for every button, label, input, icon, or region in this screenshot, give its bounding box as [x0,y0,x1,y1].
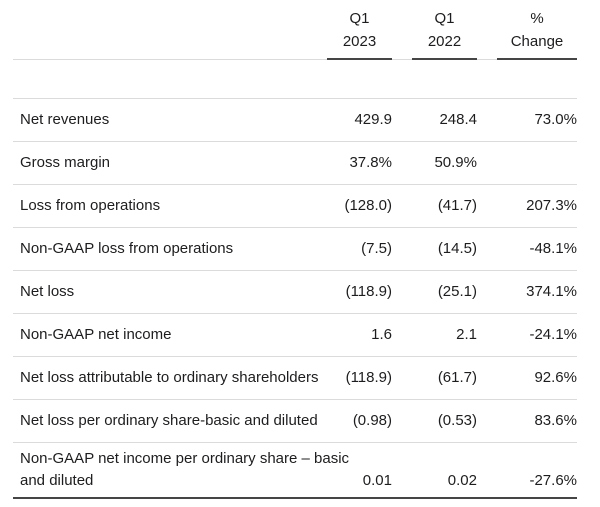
cell-q1-2023: (118.9) [345,283,392,300]
column-header-pct-change: % Change [497,0,577,60]
table-row-non-gaap-net-income-per-share: Non-GAAP net income per ordinary share –… [13,443,577,499]
cell-pct-change: -24.1% [529,326,577,343]
cell-q1-2023: 1.6 [371,326,392,343]
cell-q1-2022: 50.9% [434,154,477,171]
cell-q1-2022: (14.5) [437,240,477,257]
table-row-gross-margin: Gross margin 37.8% 50.9% [13,142,577,185]
cell-pct-change: -27.6% [529,472,577,489]
column-header-line1: Q1 [434,10,455,27]
cell-q1-2023: 0.01 [362,472,392,489]
column-header-line2: 2023 [342,33,377,50]
header-underline [327,58,392,60]
table-header-row: Q1 2023 Q1 2022 % Change [13,0,577,60]
header-spacer-row [13,60,577,99]
cell-q1-2023: (0.98) [352,412,392,429]
row-label: Loss from operations [20,197,161,214]
cell-pct-change: 92.6% [534,369,577,386]
cell-pct-change: 73.0% [534,111,577,128]
header-underline [412,58,477,60]
row-label: Gross margin [20,154,111,171]
cell-q1-2023: 37.8% [349,154,392,171]
row-label: Net loss per ordinary share-basic and di… [20,412,318,429]
cell-pct-change: 207.3% [526,197,577,214]
row-label: Net loss [20,283,75,300]
cell-q1-2023: (128.0) [344,197,392,214]
cell-q1-2023: (118.9) [345,369,392,386]
cell-q1-2022: 2.1 [456,326,477,343]
cell-q1-2022: 248.4 [439,111,477,128]
column-header-line2: 2022 [427,33,462,50]
table-row-net-revenues: Net revenues 429.9 248.4 73.0% [13,99,577,142]
table-row-net-loss-attributable: Net loss attributable to ordinary shareh… [13,357,577,400]
column-header-line1: Q1 [349,10,370,27]
cell-q1-2022: 0.02 [447,472,477,489]
column-header-line2: Change [510,33,564,50]
cell-q1-2022: (61.7) [437,369,477,386]
cell-pct-change: 83.6% [534,412,577,429]
table-row-loss-from-operations: Loss from operations (128.0) (41.7) 207.… [13,185,577,228]
table-row-net-loss: Net loss (118.9) (25.1) 374.1% [13,271,577,314]
cell-q1-2022: (0.53) [437,412,477,429]
table-row-net-loss-per-share: Net loss per ordinary share-basic and di… [13,400,577,443]
cell-q1-2022: (41.7) [437,197,477,214]
header-underline [497,58,577,60]
column-header-q1-2022: Q1 2022 [412,0,477,60]
row-label: Non-GAAP net income [20,326,172,343]
column-header-q1-2023: Q1 2023 [327,0,392,60]
cell-pct-change: -48.1% [529,240,577,257]
cell-q1-2022: (25.1) [437,283,477,300]
row-label: Non-GAAP loss from operations [20,240,234,257]
row-label: Net revenues [20,111,110,128]
cell-q1-2023: 429.9 [354,111,392,128]
column-header-line1: % [530,10,544,27]
row-label: Net loss attributable to ordinary shareh… [20,369,319,386]
table-row-non-gaap-loss-from-operations: Non-GAAP loss from operations (7.5) (14.… [13,228,577,271]
cell-q1-2023: (7.5) [361,240,392,257]
row-label: Non-GAAP net income per ordinary share –… [20,450,350,489]
table-row-non-gaap-net-income: Non-GAAP net income 1.6 2.1 -24.1% [13,314,577,357]
financial-results-table: Q1 2023 Q1 2022 % Change Net revenues 42… [13,0,577,499]
cell-pct-change: 374.1% [526,283,577,300]
